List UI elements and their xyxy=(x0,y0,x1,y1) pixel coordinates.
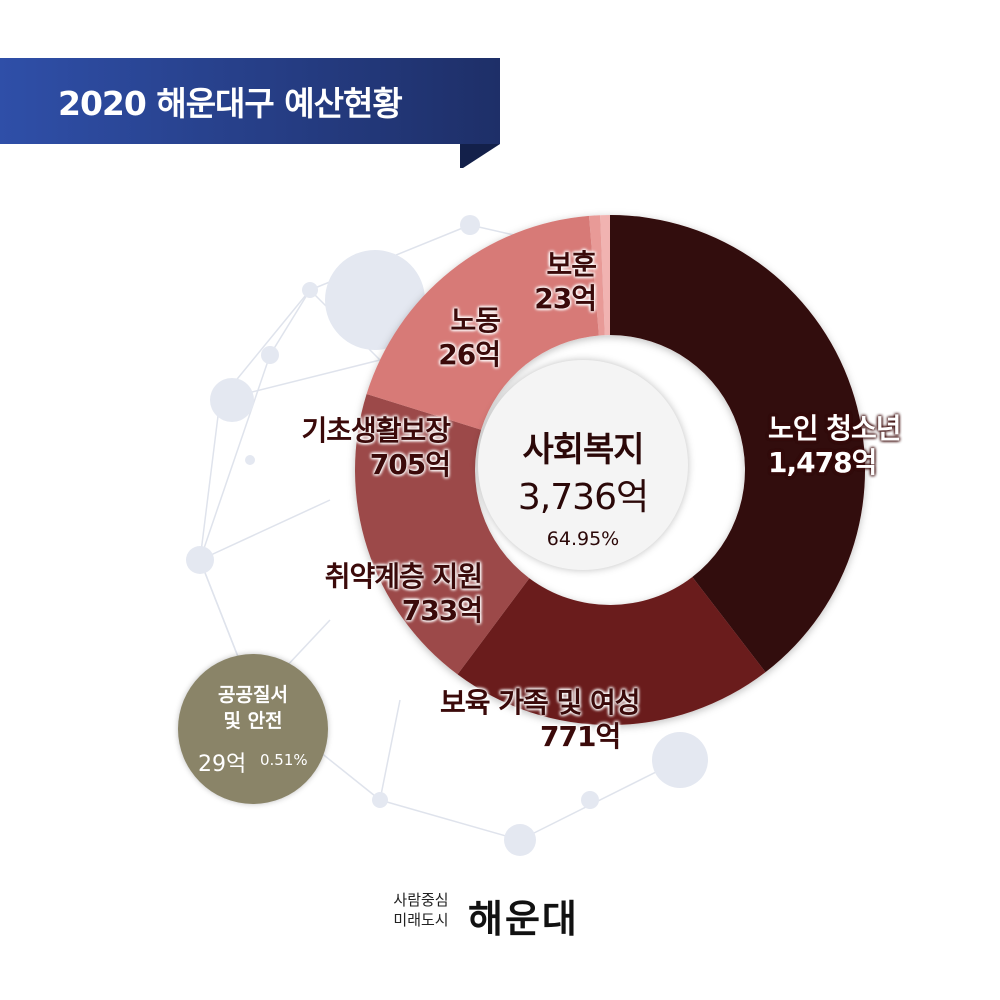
label-basic-livelihood-name: 기초생활보장 xyxy=(301,414,451,447)
label-elderly-youth-value: 1,478억 xyxy=(768,446,877,479)
label-childcare-family: 보육 가족 및 여성 771억 xyxy=(440,686,641,754)
public-order-title: 공공질서 및 안전 xyxy=(178,682,328,734)
banner-shape xyxy=(0,58,500,168)
label-vulnerable-support: 취약계층 지원 733억 xyxy=(290,560,483,628)
label-elderly-youth-name: 노인 청소년 xyxy=(768,412,902,445)
label-basic-livelihood: 기초생활보장 705억 xyxy=(262,414,451,482)
public-order-circle: 공공질서 및 안전 29억 0.51% xyxy=(178,654,328,804)
label-vulnerable-support-value: 733억 xyxy=(401,594,483,627)
donut-slice-5 xyxy=(600,215,610,336)
center-summary: 사회복지 3,736억 64.95% xyxy=(478,360,688,570)
donut-slice-2 xyxy=(355,393,530,675)
donut-slice-1 xyxy=(457,576,766,725)
logo-slogan-line1: 사람중심 xyxy=(393,891,449,909)
logo-brand: 해운대 xyxy=(468,896,579,941)
donut-slice-3 xyxy=(366,215,599,430)
public-order-value: 29억 xyxy=(198,752,247,777)
center-title: 사회복지 xyxy=(522,430,644,470)
center-value: 3,736억 xyxy=(517,477,649,518)
label-veterans: 보훈 23억 xyxy=(500,248,597,316)
label-labor-value: 26억 xyxy=(438,338,501,371)
label-childcare-family-value: 771억 xyxy=(540,720,621,753)
public-order-percent: 0.51% xyxy=(260,751,308,769)
public-order-title-line1: 공공질서 xyxy=(218,684,288,706)
label-vulnerable-support-name: 취약계층 지원 xyxy=(324,560,483,593)
label-veterans-name: 보훈 xyxy=(546,248,597,281)
logo-slogan-line2: 미래도시 xyxy=(393,911,449,929)
label-basic-livelihood-value: 705억 xyxy=(369,448,451,481)
public-order-title-line2: 및 안전 xyxy=(223,710,283,732)
label-elderly-youth: 노인 청소년 1,478억 xyxy=(768,412,902,480)
label-veterans-value: 23억 xyxy=(534,282,597,315)
logo-slogan: 사람중심 미래도시 xyxy=(380,890,462,930)
label-labor: 노동 26억 xyxy=(410,304,501,372)
page-title: 2020 해운대구 예산현황 xyxy=(58,84,403,123)
title-banner: 2020 해운대구 예산현황 xyxy=(0,58,500,168)
haeundae-logo: 사람중심 미래도시 해운대 xyxy=(380,888,620,944)
label-childcare-family-name: 보육 가족 및 여성 xyxy=(440,686,641,719)
label-labor-name: 노동 xyxy=(450,304,501,337)
donut-slice-4 xyxy=(589,215,605,336)
donut-slice-0 xyxy=(610,215,866,673)
center-percent: 64.95% xyxy=(546,528,620,550)
